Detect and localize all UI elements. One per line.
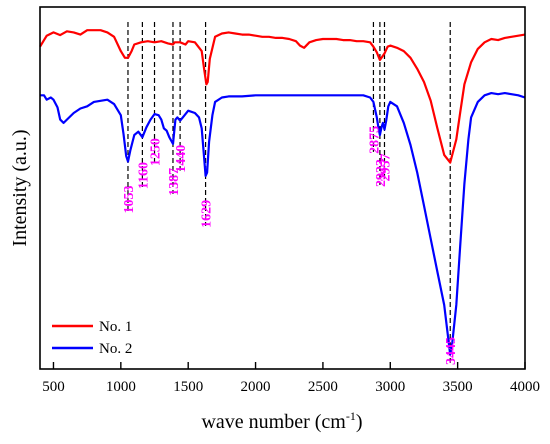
peak-label-1440: 1440 [174, 145, 189, 173]
x-tick-label: 1500 [173, 379, 203, 395]
peak-label-1160: 1160 [136, 162, 151, 189]
x-tick-label: 4000 [510, 379, 540, 395]
y-axis-title: Intensity (a.u.) [9, 129, 31, 246]
x-axis-ticks: 500 1000 1500 2000 2500 3000 3500 4000 [42, 362, 540, 395]
x-tick-label: 3500 [443, 379, 473, 395]
plot-background [40, 7, 525, 369]
x-tick-label: 500 [42, 379, 65, 395]
peak-label-3445: 3445 [444, 337, 459, 365]
x-tick-label: 1000 [106, 379, 136, 395]
legend: No. 1 No. 2 [52, 319, 132, 357]
x-tick-label: 2500 [308, 379, 338, 395]
x-tick-label: 2000 [241, 379, 271, 395]
peak-label-1053: 1053 [122, 186, 137, 214]
x-tick-label: 3000 [375, 379, 405, 395]
peak-label-1629: 1629 [200, 200, 215, 228]
peak-label-1250: 1250 [149, 138, 164, 166]
series-line-2 [40, 92, 526, 356]
peak-label-2957: 2957 [379, 154, 394, 182]
peak-label-1387: 1387 [167, 168, 182, 196]
plot-frame [39, 6, 526, 370]
legend-label-1: No. 1 [99, 319, 132, 335]
series-line-1 [39, 29, 526, 164]
spectra-group [39, 29, 526, 356]
legend-label-2: No. 2 [99, 341, 132, 357]
x-axis-title-superscript: -1 [346, 409, 356, 423]
x-axis-title: wave number (cm-1) [201, 409, 362, 433]
peak-label-2875: 2875 [367, 126, 382, 154]
peak-label-2923: 2923 [374, 159, 389, 187]
peak-marker-lines [127, 22, 451, 363]
